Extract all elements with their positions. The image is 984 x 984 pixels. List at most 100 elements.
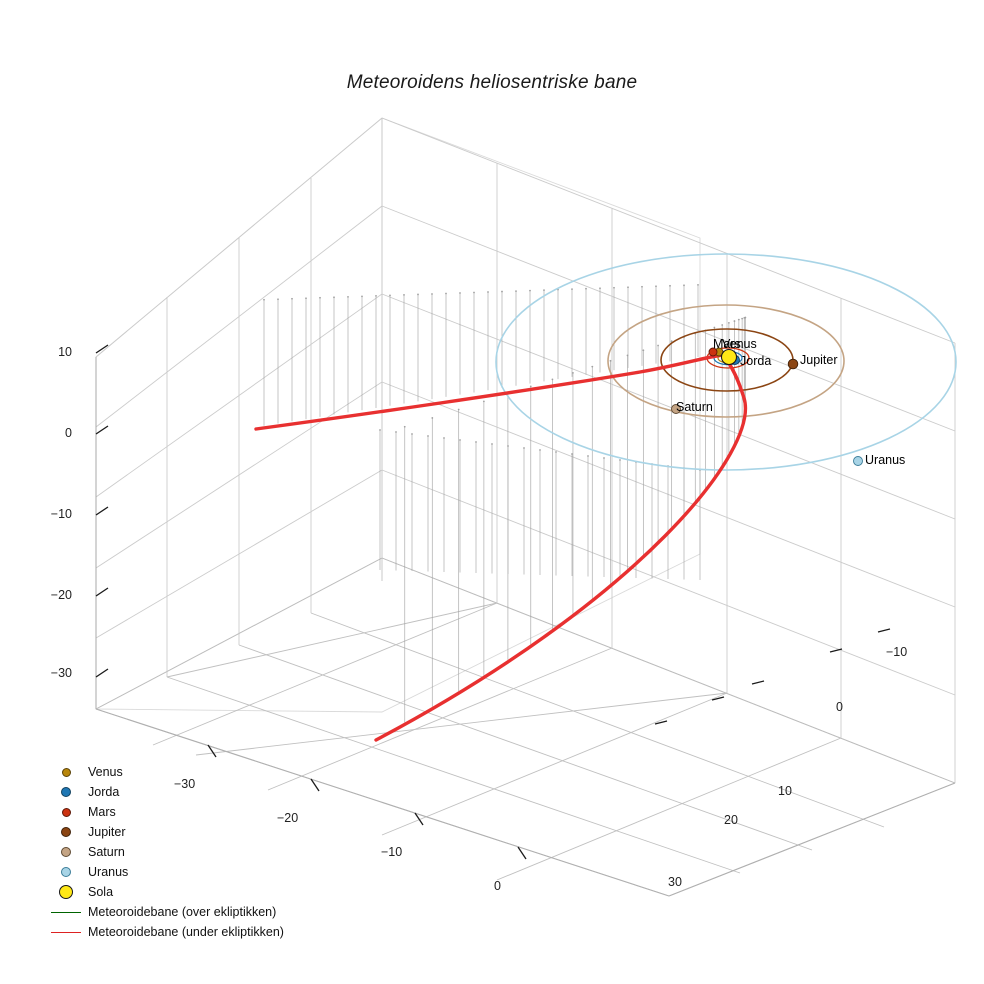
legend-line-swatch — [46, 931, 86, 933]
stem-cap-dot — [641, 285, 643, 288]
legend-item[interactable]: Uranus — [46, 862, 366, 882]
page-title: Meteoroidens heliosentriske bane — [346, 72, 638, 93]
x-tick-label: −30 — [174, 777, 196, 791]
meteoroid-stem-lines — [263, 283, 747, 723]
stem-cap-dot — [375, 294, 377, 297]
legend-item-label: Meteoroidebane (over ekliptikken) — [88, 905, 277, 919]
meteoroid-trajectory — [254, 353, 747, 742]
legend-item-label: Venus — [88, 765, 123, 779]
planet-label-venus: Venus — [722, 337, 757, 351]
stem-cap-dot — [683, 284, 685, 287]
trajectory-line-icon — [51, 931, 81, 933]
stem-cap-dot — [347, 295, 349, 298]
stem-cap-dot — [529, 385, 532, 388]
planet-dot-icon — [61, 827, 71, 837]
stem-cap-dot — [721, 324, 724, 326]
stem-cap-dot — [642, 349, 645, 352]
stem-cap-dot — [591, 365, 594, 368]
stem-cap-dot — [507, 445, 509, 447]
planet-dot-icon — [61, 767, 71, 777]
stem-cap-dot — [319, 296, 321, 299]
stem-cap-dot — [417, 293, 419, 296]
planet-label-uranus: Uranus — [865, 453, 906, 467]
stem-cap-dot — [482, 400, 485, 403]
stem-cap-dot — [403, 294, 405, 296]
stem-cap-dot — [487, 291, 489, 293]
legend-item[interactable]: Venus — [46, 762, 366, 782]
stem-cap-dot — [543, 289, 545, 292]
legend-item-label: Meteoroidebane (under ekliptikken) — [88, 925, 284, 939]
legend-item[interactable]: Meteoroidebane (under ekliptikken) — [46, 922, 366, 942]
stem-cap-dot — [379, 429, 381, 431]
legend-item[interactable]: Sola — [46, 882, 366, 902]
stem-cap-dot — [403, 425, 406, 428]
planet-dot-icon — [59, 885, 73, 899]
legend-item-label: Jorda — [88, 785, 120, 799]
planet-marker-mars — [708, 347, 718, 357]
stem-cap-dot — [291, 297, 293, 300]
planet-dot-icon — [61, 787, 71, 797]
stem-cap-dot — [515, 290, 517, 292]
legend-item-label: Uranus — [88, 865, 129, 879]
orbit-ellipse-saturn — [607, 304, 845, 418]
orbit-ellipse-uranus — [495, 253, 957, 471]
stem-cap-dot — [263, 298, 265, 301]
stem-cap-dot — [427, 435, 429, 437]
stem-cap-dot — [733, 320, 736, 322]
stem-cap-dot — [713, 326, 716, 329]
legend-item[interactable]: Jorda — [46, 782, 366, 802]
stem-cap-dot — [443, 437, 445, 439]
planet-label-saturn: Saturn — [676, 400, 713, 414]
axis-spines — [95, 357, 956, 897]
stem-cap-dot — [587, 455, 589, 457]
x-tick-label: −10 — [381, 845, 403, 859]
stem-cap-dot — [361, 295, 363, 298]
stem-cap-dot — [571, 453, 573, 455]
stem-cap-dot — [619, 459, 621, 461]
legend-item-label: Mars — [88, 805, 116, 819]
trajectory-line-icon — [51, 911, 81, 913]
stem-cap-dot — [743, 317, 746, 319]
planet-marker-saturn — [671, 404, 681, 414]
planet-markers — [671, 347, 863, 466]
y-tick-label: 0 — [836, 700, 843, 714]
stem-cap-dot — [603, 457, 605, 459]
stem-cap-dot — [277, 298, 279, 301]
planet-dot-icon — [61, 807, 71, 817]
legend-marker-dot — [46, 847, 86, 857]
stem-cap-dot — [457, 408, 460, 411]
legend-item[interactable]: Mars — [46, 802, 366, 822]
stem-cap-dot — [459, 439, 461, 441]
z-tick-label: −10 — [50, 507, 72, 521]
y-tick-label: −10 — [886, 645, 908, 659]
z-tick-label: −20 — [50, 588, 72, 602]
legend-line-swatch — [46, 911, 86, 913]
legend-item-label: Jupiter — [88, 825, 126, 839]
x-tick-label: 0 — [494, 879, 501, 893]
stem-cap-dot — [609, 359, 612, 362]
stem-cap-dot — [741, 317, 744, 320]
stem-cap-dot — [431, 417, 434, 419]
stem-cap-dot — [389, 294, 391, 297]
legend-item-label: Sola — [88, 885, 114, 899]
stem-cap-dot — [599, 287, 601, 290]
stem-cap-dot — [551, 378, 554, 381]
stem-cap-dot — [491, 443, 493, 445]
legend-item[interactable]: Saturn — [46, 842, 366, 862]
axes-pane-right — [381, 117, 956, 784]
legend-item[interactable]: Jupiter — [46, 822, 366, 842]
stem-cap-dot — [431, 293, 433, 295]
stem-cap-dot — [305, 297, 307, 300]
legend-item[interactable]: Meteoroidebane (over ekliptikken) — [46, 902, 366, 922]
legend-marker-dot — [46, 885, 86, 899]
z-tick-label: 10 — [58, 345, 72, 359]
stem-cap-dot — [737, 318, 740, 321]
planet-label-jorda: Jorda — [740, 354, 772, 368]
x-tick-label: −20 — [277, 811, 299, 825]
planet-marker-uranus — [853, 456, 863, 466]
legend-item-label: Saturn — [88, 845, 125, 859]
z-tick-label: −30 — [50, 666, 72, 680]
stem-cap-dot — [555, 451, 557, 453]
stem-cap-dot — [529, 289, 531, 292]
